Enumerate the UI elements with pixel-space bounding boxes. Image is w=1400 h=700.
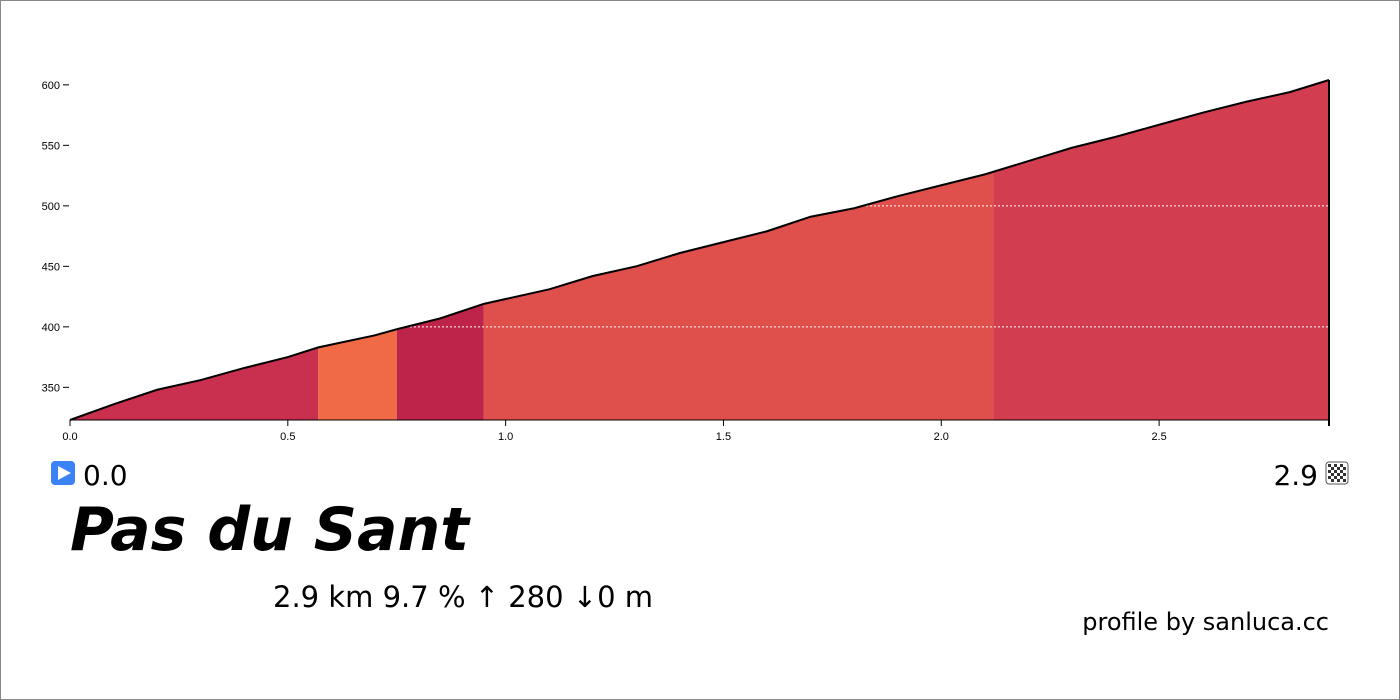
y-tick-label: 450 — [42, 261, 60, 273]
x-tick-label: 1.5 — [716, 431, 731, 443]
y-tick-label: 400 — [42, 322, 60, 334]
end-label: 2.9 — [1273, 459, 1318, 492]
y-tick-label: 500 — [42, 201, 60, 213]
gradient-segment — [483, 171, 994, 420]
x-tick-label: 0.0 — [62, 431, 77, 443]
x-tick-label: 2.5 — [1151, 431, 1166, 443]
gradient-segment — [993, 80, 1329, 420]
x-tick-label: 0.5 — [280, 431, 295, 443]
finish-icon — [1325, 461, 1349, 485]
stats: 2.9 km 9.7 % ↑ 280 ↓0 m — [273, 580, 653, 614]
y-tick-label: 350 — [42, 382, 60, 394]
y-tick-label: 600 — [42, 80, 60, 92]
start-icon-arrow — [58, 466, 71, 480]
credit: profile by sanluca.cc — [1082, 608, 1329, 636]
y-tick-label: 550 — [42, 140, 60, 152]
gradient-segment — [318, 329, 397, 420]
x-tick-label: 1.0 — [498, 431, 513, 443]
gradient-segment — [396, 303, 484, 420]
profile-line — [69, 79, 1330, 421]
start-label: 0.0 — [83, 459, 128, 492]
title: Pas du Sant — [70, 495, 471, 565]
x-tick-label: 2.0 — [934, 431, 949, 443]
